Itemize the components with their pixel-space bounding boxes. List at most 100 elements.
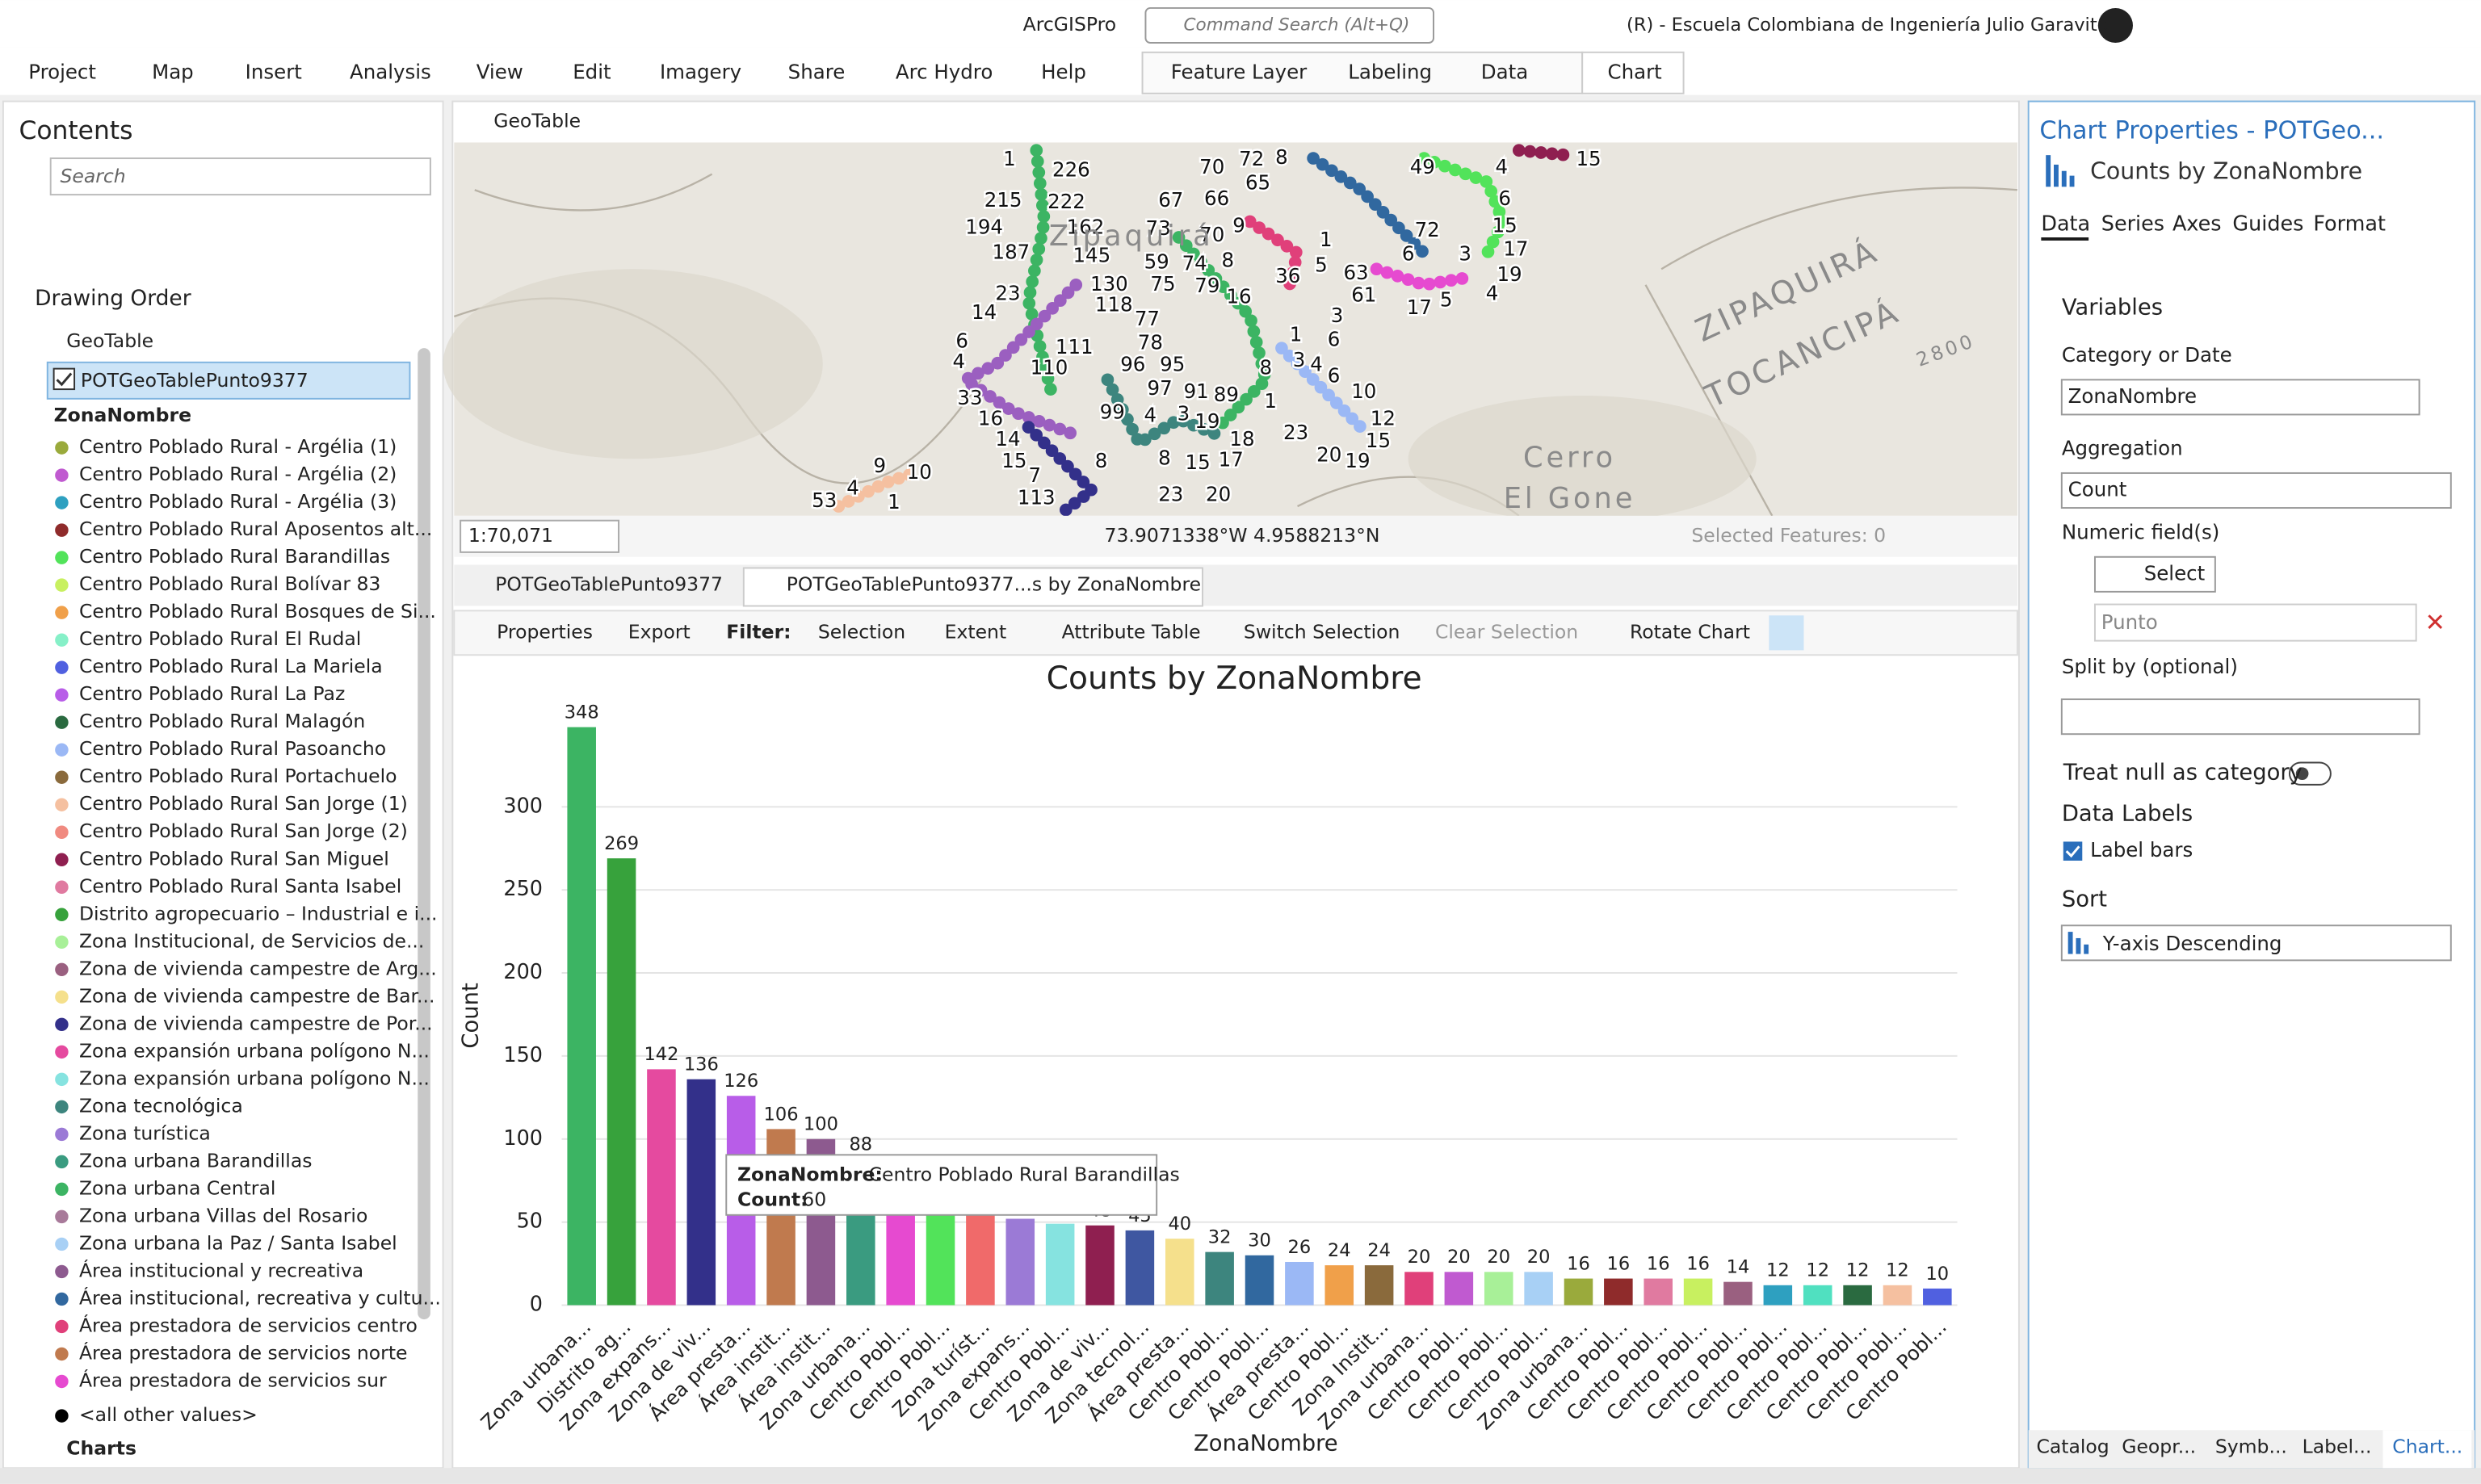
- dock-tab[interactable]: Symb...: [2215, 1435, 2287, 1457]
- context-tab[interactable]: Feature Layer: [1171, 60, 1308, 83]
- toolbar-button[interactable]: Export: [628, 620, 691, 643]
- map-scale[interactable]: 1:70,071: [468, 524, 553, 547]
- property-tab[interactable]: Axes: [2172, 212, 2222, 236]
- scrollbar[interactable]: [418, 348, 430, 1320]
- menu-tab[interactable]: Analysis: [350, 60, 431, 83]
- bar: [1285, 1261, 1314, 1306]
- map-label: 145: [1073, 244, 1110, 267]
- place-label: Cerro: [1523, 441, 1616, 474]
- menu-tab[interactable]: Share: [788, 60, 846, 83]
- legend-item: Centro Poblado Rural San Jorge (1): [79, 792, 408, 815]
- dock-tab[interactable]: Label...: [2303, 1435, 2372, 1457]
- chart-context[interactable]: [1581, 51, 1685, 94]
- numeric-field-box[interactable]: [2093, 603, 2417, 642]
- legend-swatch: [55, 688, 69, 702]
- map-label: 75: [1150, 272, 1175, 296]
- data-label: 136: [684, 1054, 719, 1075]
- view-tab[interactable]: POTGeoTablePunto9377...s by ZonaNombre: [787, 573, 1201, 596]
- panel-subtitle: Counts by ZonaNombre: [2090, 158, 2362, 185]
- map-label: 17: [1219, 447, 1244, 471]
- toolbar-button[interactable]: Selection: [818, 620, 905, 643]
- toolbar-button[interactable]: Clear Selection: [1435, 620, 1578, 643]
- context-tab[interactable]: Data: [1481, 60, 1528, 83]
- map-label: 4: [1495, 155, 1508, 178]
- scale-box[interactable]: [460, 519, 620, 553]
- data-label: 12: [1806, 1260, 1829, 1281]
- toolbar-button[interactable]: Attribute Table: [1062, 620, 1201, 643]
- active-bottom-tab[interactable]: [2382, 1430, 2472, 1469]
- aggregation-dropdown[interactable]: [2060, 472, 2452, 509]
- map-label: 15: [1001, 449, 1026, 472]
- data-label: 20: [1447, 1247, 1471, 1268]
- select-button[interactable]: [2093, 555, 2216, 593]
- property-aggregation: Count: [2068, 477, 2127, 501]
- command-search[interactable]: [1144, 6, 1434, 44]
- legend-item: Área institucional y recreativa: [79, 1259, 363, 1281]
- dock-tab[interactable]: Geopr...: [2122, 1435, 2196, 1457]
- dock-tab[interactable]: Catalog: [2036, 1435, 2109, 1457]
- y-tick-label: 200: [503, 960, 543, 984]
- check: [2065, 845, 2080, 858]
- menu-tab[interactable]: Project: [28, 60, 96, 83]
- legend-swatch: [55, 1374, 69, 1389]
- property-tab[interactable]: Guides: [2232, 212, 2303, 236]
- tooltip-key: ZonaNombre:: [737, 1163, 883, 1185]
- label-bars-checkbox[interactable]: [2063, 841, 2083, 861]
- property-tab[interactable]: Data: [2041, 212, 2090, 236]
- map-node[interactable]: GeoTable: [66, 329, 153, 352]
- view-tab[interactable]: POTGeoTablePunto9377: [495, 573, 723, 596]
- map-label: 113: [1018, 485, 1056, 509]
- menu-tab[interactable]: Insert: [246, 60, 303, 83]
- map-status-bar: [454, 515, 2017, 557]
- split-dropdown[interactable]: [2060, 698, 2420, 736]
- contents-search[interactable]: [49, 157, 431, 196]
- toolbar-button[interactable]: Rotate Chart: [1630, 620, 1750, 643]
- map-label: 226: [1052, 158, 1090, 182]
- map-label: 18: [1229, 427, 1254, 451]
- map-label: 96: [1120, 353, 1145, 376]
- menu-tab[interactable]: Help: [1041, 60, 1086, 83]
- avatar[interactable]: [2097, 7, 2133, 44]
- map-label: 49: [1410, 155, 1435, 178]
- search-placeholder[interactable]: Search: [60, 165, 125, 187]
- map-label: 111: [1056, 335, 1094, 358]
- select-tool[interactable]: [1769, 615, 1804, 651]
- toolbar-button[interactable]: Properties: [497, 620, 593, 643]
- legend-item: Centro Poblado Rural - Argélia (1): [79, 435, 397, 458]
- search-placeholder[interactable]: Command Search (Alt+Q): [1183, 15, 1409, 35]
- legend-item: Centro Poblado Rural - Argélia (2): [79, 463, 397, 485]
- toolbar-button[interactable]: Extent: [945, 620, 1007, 643]
- context-tab[interactable]: Chart: [1608, 60, 1663, 83]
- toggle-knob: [2295, 767, 2309, 781]
- sort-icon: [2068, 932, 2089, 954]
- dock-tab[interactable]: Chart...: [2392, 1435, 2462, 1457]
- layer-checkbox[interactable]: [52, 367, 76, 391]
- category-dropdown[interactable]: [2060, 379, 2420, 416]
- menu-tab[interactable]: View: [476, 60, 523, 83]
- toolbar-button[interactable]: Switch Selection: [1244, 620, 1400, 643]
- bar: [1364, 1265, 1394, 1306]
- map-label: 61: [1351, 283, 1376, 307]
- property-tab[interactable]: Series: [2101, 212, 2164, 236]
- sort-dropdown[interactable]: [2060, 924, 2452, 962]
- map-label: 15: [1186, 451, 1211, 474]
- map-hill: [1408, 395, 1757, 522]
- menu-tab[interactable]: Map: [152, 60, 194, 83]
- remove-field[interactable]: [2428, 614, 2443, 629]
- menu-tab[interactable]: Arc Hydro: [896, 60, 993, 83]
- menu-tab[interactable]: Imagery: [660, 60, 741, 83]
- property-tab[interactable]: Format: [2313, 212, 2386, 236]
- legend-swatch: [55, 441, 69, 455]
- map-label: 4: [952, 350, 965, 373]
- layer-selection[interactable]: [46, 361, 411, 400]
- data-label: 32: [1208, 1227, 1232, 1248]
- legend-swatch: [55, 1017, 69, 1032]
- layer-node[interactable]: POTGeoTablePunto9377: [81, 369, 309, 392]
- legend-item: Zona Institucional, de Servicios de...: [79, 929, 424, 952]
- active-chart-tab[interactable]: [742, 567, 1203, 607]
- legend-item: Zona tecnológica: [79, 1094, 243, 1117]
- menu-tab[interactable]: Edit: [573, 60, 611, 83]
- map-tab[interactable]: GeoTable: [493, 110, 581, 132]
- context-tab[interactable]: Labeling: [1348, 60, 1432, 83]
